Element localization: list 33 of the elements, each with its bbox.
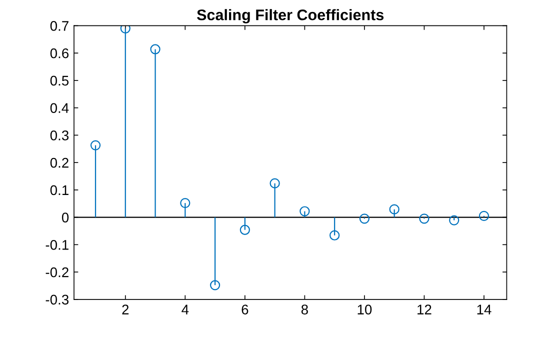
point <box>120 26 130 34</box>
point <box>270 178 280 188</box>
x-tick-label: 10 <box>358 304 372 314</box>
y-tick-label: 0.6 <box>50 48 69 58</box>
point <box>300 206 310 216</box>
y-tick-label: 0.2 <box>50 158 68 168</box>
y-tick-label: 0.3 <box>50 130 69 140</box>
y-tick-label: -0.2 <box>46 267 68 278</box>
x-tick-label: 2 <box>122 304 129 314</box>
x-tick-label: 6 <box>242 304 248 314</box>
y-tick-label: 0.4 <box>50 103 69 113</box>
point <box>419 214 430 224</box>
chart-title: Scaling Filter Coefficients <box>196 9 384 24</box>
y-tick-label: 0.7 <box>50 21 68 31</box>
y-tick-label: -0.1 <box>46 240 68 250</box>
x-tick-label: 8 <box>301 304 308 314</box>
y-tick-label: 0.5 <box>50 76 69 86</box>
x-tick-label: 4 <box>182 304 189 314</box>
x-tick-label: 12 <box>418 304 432 314</box>
y-tick-label: 0 <box>62 212 69 222</box>
y-tick-label: 0.1 <box>50 185 68 196</box>
point <box>449 215 460 226</box>
point <box>359 214 370 224</box>
point <box>240 224 250 235</box>
point <box>389 204 400 214</box>
y-tick-label: -0.3 <box>46 294 69 305</box>
point <box>180 198 190 208</box>
point <box>150 44 160 54</box>
point <box>90 140 101 150</box>
point <box>478 210 490 221</box>
point <box>330 230 340 240</box>
point <box>210 280 220 290</box>
x-tick-label: 14 <box>477 304 492 314</box>
